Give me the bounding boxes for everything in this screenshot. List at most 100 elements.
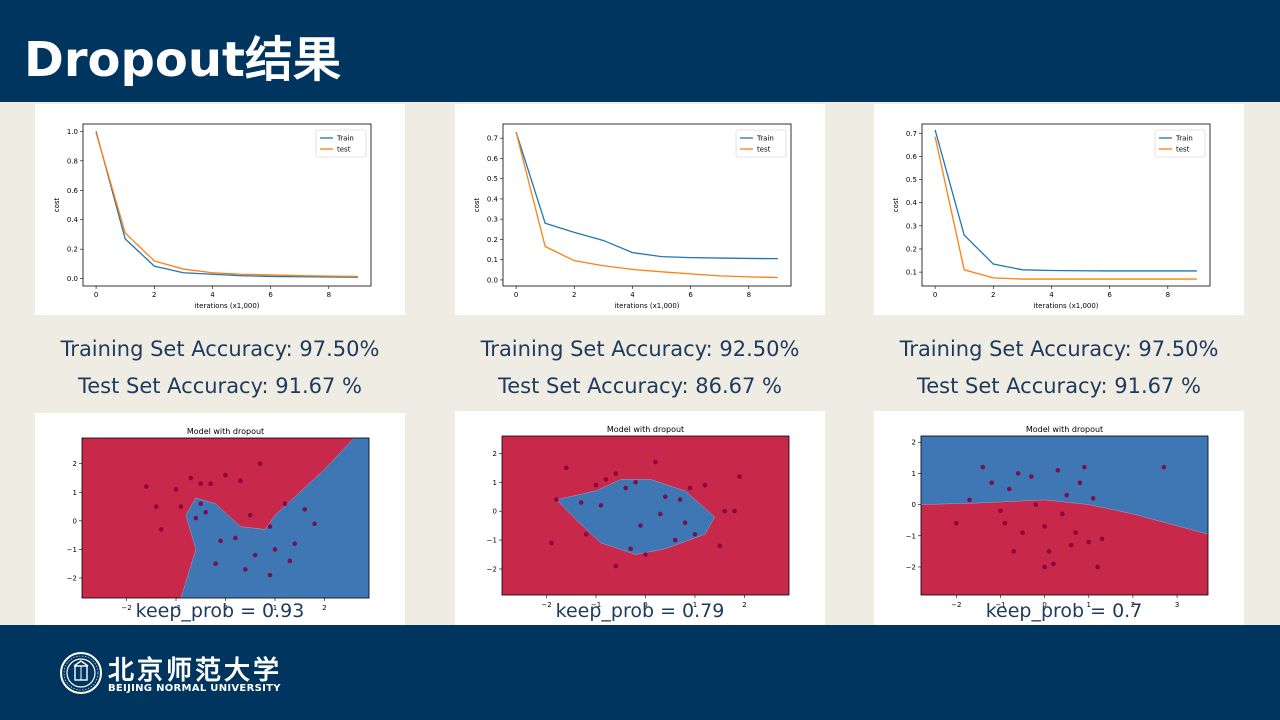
train-accuracy-3: Training Set Accuracy: 97.50% (899, 337, 1219, 361)
x-tick-label: −2 (541, 601, 551, 609)
x-tick-label: 0 (514, 291, 518, 299)
cost-chart-1: 0 2 4 6 8 0.0 0.2 0.4 0.6 0.8 1.0 iterations (x1,00… (53, 123, 372, 310)
data-point (203, 509, 209, 515)
data-point (702, 482, 708, 488)
train-accuracy-1: Training Set Accuracy: 97.50% (60, 337, 380, 361)
boundary-chart-1: Model with dropout −2 −1 0 1 2 −2 −1 0 1 2 (67, 427, 370, 612)
data-point (1064, 492, 1070, 498)
y-tick-label: −1 (906, 532, 916, 540)
data-point (287, 558, 293, 564)
data-point (198, 481, 204, 487)
y-tick-label: 0 (73, 517, 77, 525)
y-tick-label: −2 (906, 563, 916, 571)
boundary-panel-3: Model with dropout −2 −1 0 1 2 3 −2 −1 0 1 2 (874, 411, 1244, 625)
x-tick-label: 2 (1131, 601, 1135, 609)
university-seal-icon (60, 652, 102, 694)
y-tick-label: 0.5 (906, 176, 917, 184)
cost-panel-1: 0 2 4 6 8 0.0 0.2 0.4 0.6 0.8 1.0 iterations (x1,00… (35, 104, 405, 315)
data-point (549, 540, 554, 546)
legend-box (315, 129, 367, 158)
data-point (1002, 520, 1008, 526)
data-point (717, 543, 723, 549)
y-tick-label: 1 (73, 489, 77, 497)
data-point (1042, 564, 1047, 570)
y-tick-label: 0.3 (487, 216, 498, 224)
blue-region (555, 479, 716, 555)
data-point (732, 508, 737, 514)
data-point (554, 497, 559, 502)
data-point (954, 520, 959, 526)
boundary-panel-1: Model with dropout −2 −1 0 1 2 −2 −1 0 1 2 (35, 413, 405, 625)
data-point (1046, 549, 1052, 554)
data-point (638, 523, 643, 528)
train-accuracy-2: Training Set Accuracy: 92.50% (480, 337, 800, 361)
legend-label: test (1176, 146, 1190, 154)
x-axis-label: iterations (x1,000) (614, 302, 679, 310)
x-tick-label: 2 (742, 601, 746, 609)
cost-chart-3: 0 2 4 6 8 0.1 0.2 0.3 0.4 0.5 0.6 0.7 iterations (x1… (892, 123, 1211, 310)
test-accuracy-2: Test Set Accuracy: 86.67 % (497, 374, 783, 398)
data-point (282, 501, 288, 507)
x-tick-label: −1 (995, 601, 1005, 609)
y-tick-label: 0.8 (67, 157, 78, 165)
series-line-test (934, 136, 1197, 280)
x-tick-label: 2 (152, 291, 156, 299)
x-tick-label: −2 (951, 601, 961, 609)
series-line-train (95, 131, 358, 278)
x-axis-label: iterations (x1,000) (1033, 302, 1098, 310)
data-point (1073, 530, 1078, 535)
x-tick-label: 4 (210, 291, 215, 299)
data-point (1055, 467, 1061, 473)
data-point (178, 504, 184, 509)
y-tick-label: 2 (73, 460, 77, 468)
data-point (218, 538, 223, 544)
data-point (643, 552, 648, 557)
series-line-train (934, 129, 1197, 272)
y-tick-label: 0.6 (487, 155, 499, 163)
series-line-test (515, 131, 778, 279)
keep-prob-label-1: keep_prob = 0.93 (135, 600, 305, 622)
data-point (677, 497, 683, 502)
data-point (1015, 471, 1021, 476)
y-tick-label: 0.0 (67, 275, 78, 283)
data-point (967, 497, 972, 503)
plot-frame (921, 123, 1211, 287)
y-tick-label: 0.4 (906, 199, 918, 207)
x-tick-label: 6 (1107, 291, 1112, 299)
data-point (1068, 542, 1074, 548)
test-accuracy-1: Test Set Accuracy: 91.67 % (77, 374, 363, 398)
legend-label: Train (1175, 135, 1193, 143)
y-tick-label: 1.0 (67, 128, 78, 136)
y-tick-label: 0.1 (906, 269, 917, 277)
cost-panel-3: 0 2 4 6 8 0.1 0.2 0.3 0.4 0.5 0.6 0.7 iterations (x1… (874, 104, 1244, 315)
chart-title: Model with dropout (607, 425, 684, 434)
test-accuracy-3: Test Set Accuracy: 91.67 % (916, 374, 1202, 398)
x-tick-label: 3 (1175, 601, 1179, 609)
data-point (233, 535, 238, 541)
y-tick-label: 0.0 (487, 276, 498, 284)
y-tick-label: 0.7 (487, 135, 498, 143)
x-tick-label: 1 (1087, 601, 1091, 609)
data-point (989, 480, 994, 486)
data-point (682, 520, 688, 526)
footer-bar (0, 625, 1280, 720)
x-tick-label: 6 (688, 291, 693, 299)
data-point (687, 485, 693, 491)
x-axis-label: iterations (x1,000) (194, 302, 259, 310)
legend-label: Train (756, 135, 774, 143)
chart-title: Model with dropout (187, 427, 264, 436)
x-tick-label: −1 (591, 601, 601, 609)
x-tick-label: 2 (322, 604, 326, 612)
data-point (312, 521, 317, 527)
data-point (613, 563, 619, 569)
slide-title: Dropout结果 (24, 32, 341, 88)
x-tick-label: 6 (268, 291, 273, 299)
data-point (998, 508, 1003, 514)
x-tick-label: 1 (693, 601, 697, 609)
y-tick-label: 0.5 (487, 175, 498, 183)
data-point (564, 465, 569, 471)
x-tick-label: 0 (94, 291, 98, 299)
data-point (158, 527, 164, 532)
y-tick-label: 0 (493, 508, 497, 516)
data-point (692, 531, 698, 537)
